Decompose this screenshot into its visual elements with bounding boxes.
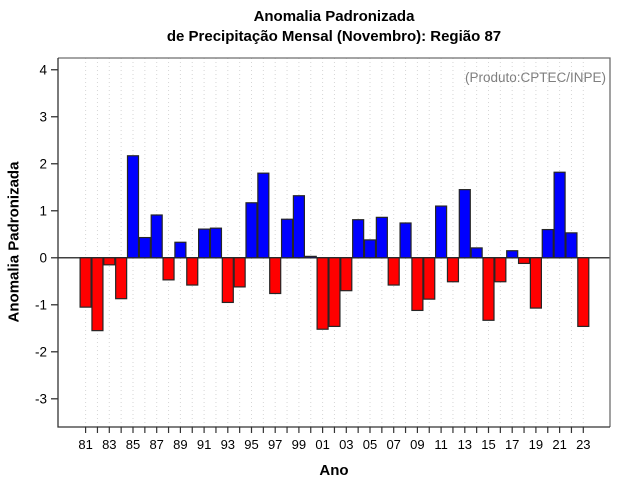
bar-13 [458, 189, 471, 259]
bar-87 [150, 214, 163, 259]
bar-12 [446, 257, 460, 283]
bar-00 [304, 255, 317, 259]
bar-91 [198, 228, 211, 259]
x-axis-title: Ano [319, 462, 349, 479]
bar-19 [529, 257, 543, 309]
bar-07 [387, 257, 400, 286]
x-tick-label: 93 [221, 437, 235, 452]
x-tick-label: 11 [434, 437, 448, 452]
x-tick-label: 99 [292, 437, 306, 452]
x-tick-label: 21 [552, 437, 566, 452]
bar-20 [541, 228, 554, 259]
bar-02 [328, 257, 341, 328]
bar-82 [91, 257, 104, 332]
x-tick-label: 13 [458, 437, 472, 452]
y-tick-label: 4 [39, 62, 47, 77]
bar-88 [162, 257, 175, 281]
x-tick-label: 91 [197, 437, 211, 452]
x-tick-label: 01 [315, 437, 329, 452]
source-annotation: (Produto:CPTEC/INPE) [464, 70, 606, 85]
bar-01 [316, 257, 329, 330]
chart-title: Anomalia Padronizada de Precipitação Men… [58, 7, 610, 47]
x-tick-label: 17 [505, 437, 519, 452]
bar-84 [115, 257, 128, 300]
y-axis-title: Anomalia Padronizada [5, 161, 23, 323]
bar-85 [126, 155, 140, 259]
y-tick-label: 1 [39, 203, 47, 218]
y-tick-label: -1 [35, 297, 47, 312]
bar-22 [565, 232, 578, 259]
y-tick-label: 0 [39, 250, 47, 265]
bar-98 [280, 218, 294, 259]
bar-90 [186, 257, 199, 286]
x-tick-label: 19 [529, 437, 543, 452]
chart-title-line1: Anomalia Padronizada [253, 8, 415, 25]
bar-15 [482, 257, 495, 321]
y-tick-label: -3 [35, 391, 47, 406]
x-tick-label: 05 [363, 437, 377, 452]
x-tick-label: 89 [173, 437, 187, 452]
x-tick-label: 15 [481, 437, 495, 452]
x-tick-label: 09 [410, 437, 424, 452]
bar-16 [494, 257, 507, 283]
x-tick-label: 97 [268, 437, 282, 452]
x-tick-label: 87 [149, 437, 163, 452]
y-tick-label: -2 [35, 344, 47, 359]
bar-04 [352, 219, 365, 259]
bar-92 [209, 227, 223, 259]
bar-18 [517, 257, 531, 265]
x-tick-label: 07 [386, 437, 400, 452]
x-tick-label: 85 [126, 437, 140, 452]
bar-05 [363, 239, 377, 259]
x-tick-label: 23 [576, 437, 590, 452]
bar-17 [506, 250, 519, 259]
bar-96 [257, 172, 270, 259]
bar-81 [79, 257, 92, 308]
y-tick-label: 2 [39, 156, 47, 171]
x-tick-label: 03 [339, 437, 353, 452]
bar-89 [174, 241, 187, 259]
bar-93 [221, 257, 234, 304]
bar-95 [245, 202, 258, 259]
plot-frame-axes [57, 58, 610, 428]
bar-11 [435, 205, 448, 259]
bar-06 [375, 216, 388, 259]
bar-86 [138, 236, 151, 259]
bar-99 [292, 195, 305, 259]
bar-10 [423, 257, 436, 300]
chart-title-line2: de Precipitação Mensal (Novembro): Regiã… [166, 28, 502, 45]
y-tick-label: 3 [39, 109, 47, 124]
bar-23 [577, 257, 590, 328]
x-tick-label: 81 [78, 437, 92, 452]
bar-94 [233, 257, 246, 288]
bar-08 [399, 222, 412, 259]
bar-21 [553, 171, 566, 259]
bar-83 [103, 257, 116, 266]
bar-09 [411, 257, 424, 312]
bar-03 [340, 257, 353, 292]
plot-frame-top-right [58, 57, 611, 427]
bar-14 [470, 247, 483, 259]
bar-97 [269, 257, 282, 295]
x-tick-label: 83 [102, 437, 116, 452]
x-tick-label: 95 [244, 437, 258, 452]
